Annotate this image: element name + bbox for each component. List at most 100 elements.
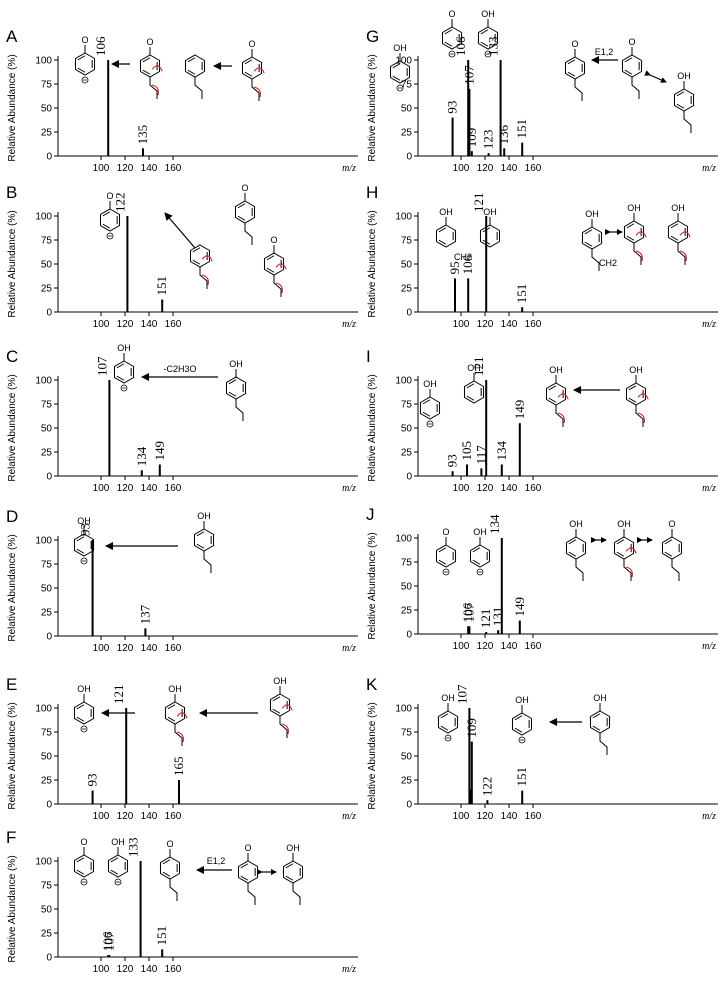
peak-bar-151 bbox=[521, 790, 524, 804]
peak-bar-106 bbox=[107, 60, 110, 156]
x-axis-label: m/z bbox=[702, 641, 716, 652]
peak-bar-135 bbox=[142, 148, 144, 156]
y-tick-label: 100 bbox=[395, 376, 412, 387]
peak-label-121: 121 bbox=[471, 357, 486, 377]
peak-label-121: 121 bbox=[111, 685, 126, 705]
tropylium-ring: OH bbox=[581, 209, 603, 271]
svg-text:OH: OH bbox=[593, 693, 607, 703]
x-tick-label: 100 bbox=[453, 163, 470, 174]
y-tick-label: 75 bbox=[41, 728, 53, 739]
x-tick-label: 140 bbox=[141, 163, 158, 174]
svg-text:OH: OH bbox=[473, 527, 487, 537]
peak-bar-106 bbox=[107, 955, 110, 957]
y-axis-label: Relative Abundance (%) bbox=[367, 702, 378, 809]
x-axis-label: m/z bbox=[342, 964, 356, 975]
x-tick-label: 100 bbox=[453, 483, 470, 494]
peak-bar-134 bbox=[140, 470, 143, 476]
peak-label-107: 107 bbox=[101, 931, 116, 951]
x-tick-label: 140 bbox=[141, 643, 158, 654]
peak-label-121: 121 bbox=[471, 193, 486, 213]
peak-bar-151 bbox=[161, 299, 164, 312]
svg-text:OH: OH bbox=[481, 9, 495, 19]
svg-text:O: O bbox=[628, 37, 635, 47]
peak-label-133: 133 bbox=[126, 838, 141, 858]
peak-bar-93 bbox=[91, 540, 94, 636]
x-tick-label: 120 bbox=[477, 319, 494, 330]
y-tick-label: 75 bbox=[401, 558, 413, 569]
y-tick-label: 100 bbox=[395, 212, 412, 223]
y-tick-label: 75 bbox=[41, 80, 53, 91]
peak-label-93: 93 bbox=[445, 454, 460, 467]
x-tick-label: 160 bbox=[165, 811, 182, 822]
y-tick-label: 100 bbox=[35, 704, 52, 715]
peak-bar-123 bbox=[487, 153, 490, 156]
panel-a: A Relative Abundance (%) 0 25 50 75 100 100 120 1… bbox=[6, 27, 358, 174]
peak-label-93: 93 bbox=[85, 774, 100, 787]
x-tick-label: 160 bbox=[165, 163, 182, 174]
cyclopentadiene-ring: OH bbox=[435, 207, 457, 248]
peak-bar-133 bbox=[139, 861, 142, 957]
phenolate-ring: O bbox=[661, 519, 683, 581]
y-tick-label: 0 bbox=[46, 308, 52, 319]
y-axis-label: Relative Abundance (%) bbox=[7, 702, 18, 809]
svg-text:OH: OH bbox=[197, 511, 211, 521]
x-tick-label: 120 bbox=[117, 483, 134, 494]
peak-bar-93 bbox=[91, 790, 94, 804]
y-tick-label: 0 bbox=[46, 953, 52, 964]
y-tick-label: 50 bbox=[401, 424, 413, 435]
y-tick-label: 75 bbox=[41, 400, 53, 411]
svg-text:OH: OH bbox=[117, 343, 131, 353]
peak-label-136: 136 bbox=[496, 124, 511, 144]
peak-bar-149 bbox=[158, 464, 161, 476]
y-axis-label: Relative Abundance (%) bbox=[7, 54, 18, 161]
peak-label-151: 151 bbox=[514, 119, 529, 139]
peak-bar-107 bbox=[468, 626, 471, 634]
y-axis-label: Relative Abundance (%) bbox=[7, 534, 18, 641]
x-tick-label: 100 bbox=[93, 964, 110, 975]
phenolate-ring: O bbox=[564, 39, 586, 101]
svg-text:OH: OH bbox=[617, 519, 631, 529]
peak-bar-107 bbox=[108, 955, 111, 957]
x-tick-label: 100 bbox=[453, 641, 470, 652]
svg-text:OH: OH bbox=[77, 684, 91, 694]
peak-label-107: 107 bbox=[94, 356, 109, 376]
phenolate-ring: O bbox=[621, 37, 643, 99]
peak-label-151: 151 bbox=[514, 767, 529, 787]
catechol-ring: OH bbox=[589, 693, 611, 755]
peak-label-105: 105 bbox=[459, 441, 474, 461]
quinone-ring: O bbox=[441, 9, 463, 58]
peak-label-134: 134 bbox=[487, 514, 502, 534]
svg-text:O: O bbox=[270, 235, 277, 245]
phenol-ring: OH bbox=[545, 365, 569, 427]
y-tick-label: 25 bbox=[41, 128, 53, 139]
peak-label-106: 106 bbox=[100, 931, 115, 951]
y-tick-label: 50 bbox=[41, 905, 53, 916]
y-tick-label: 0 bbox=[46, 800, 52, 811]
phenol-ring: OH bbox=[113, 343, 135, 392]
x-tick-label: 160 bbox=[165, 319, 182, 330]
phenol-ring: OH bbox=[73, 516, 95, 565]
y-axis-label: Relative Abundance (%) bbox=[367, 210, 378, 317]
panel-letter: I bbox=[366, 347, 371, 366]
x-tick-label: 160 bbox=[525, 811, 542, 822]
x-tick-label: 140 bbox=[501, 163, 518, 174]
y-tick-label: 25 bbox=[401, 776, 413, 787]
x-tick-label: 140 bbox=[501, 483, 518, 494]
svg-text:OH: OH bbox=[515, 695, 529, 705]
y-axis-label: Relative Abundance (%) bbox=[367, 54, 378, 161]
y-tick-label: 0 bbox=[406, 308, 412, 319]
peak-bar-117 bbox=[480, 468, 483, 476]
peak-bar-131 bbox=[497, 630, 500, 634]
svg-text:O: O bbox=[248, 39, 255, 49]
catechol-ring: OH bbox=[511, 695, 533, 744]
x-tick-label: 160 bbox=[525, 319, 542, 330]
x-tick-label: 140 bbox=[141, 483, 158, 494]
peak-bar-107 bbox=[108, 380, 111, 476]
peak-label-93: 93 bbox=[445, 101, 460, 114]
peak-bar-107 bbox=[468, 88, 471, 156]
y-tick-label: 75 bbox=[401, 236, 413, 247]
peak-bar-93 bbox=[451, 117, 454, 156]
y-tick-label: 50 bbox=[401, 752, 413, 763]
svg-text:OH: OH bbox=[627, 203, 641, 213]
peak-bar-109 bbox=[470, 151, 473, 156]
